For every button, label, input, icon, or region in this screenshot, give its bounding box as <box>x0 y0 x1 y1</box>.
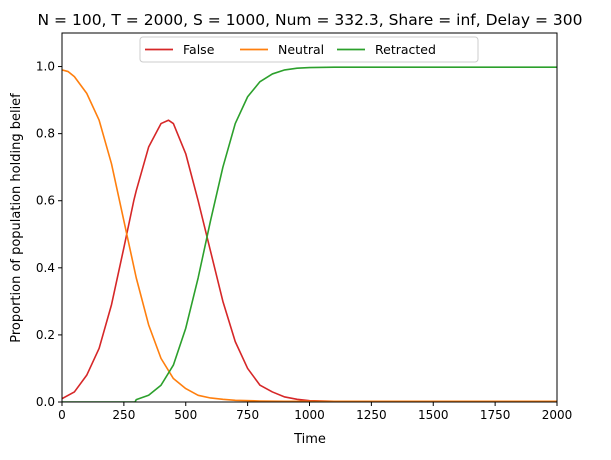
axes: 0 250 500 750 1000 1250 1500 1750 2000 0.0 0.2 0.4 0… <box>36 32 573 422</box>
series-line-retracted <box>62 66 557 402</box>
x-tick-label: 1250 <box>356 408 387 422</box>
x-tick-label: 0 <box>58 408 66 422</box>
x-tick-label: 250 <box>112 408 135 422</box>
x-tick-label: 500 <box>174 408 197 422</box>
x-axis-label: Time <box>293 432 326 447</box>
legend-label-neutral: Neutral <box>278 42 324 57</box>
x-tick-label: 1000 <box>294 408 325 422</box>
legend: False Neutral Retracted <box>139 36 479 63</box>
chart-title: N = 100, T = 2000, S = 1000, Num = 332.3… <box>38 11 583 29</box>
y-tick-label: 0.4 <box>36 261 55 275</box>
y-tick-label: 0.6 <box>36 194 55 208</box>
x-tick-label: 1500 <box>418 408 449 422</box>
x-tick-label: 750 <box>236 408 259 422</box>
legend-box <box>139 36 479 63</box>
plot-area <box>62 66 557 402</box>
y-tick-label: 0.2 <box>36 328 55 342</box>
y-tick-label: 0.0 <box>36 395 55 409</box>
x-tick-label: 2000 <box>542 408 573 422</box>
series-line-neutral <box>62 69 557 402</box>
legend-label-false: False <box>183 42 215 57</box>
legend-label-retracted: Retracted <box>375 42 436 57</box>
y-tick-label: 0.8 <box>36 127 55 141</box>
y-tick-label: 1.0 <box>36 60 55 74</box>
x-tick-label: 1750 <box>480 408 511 422</box>
y-axis-label: Proportion of population holding belief <box>9 93 24 343</box>
